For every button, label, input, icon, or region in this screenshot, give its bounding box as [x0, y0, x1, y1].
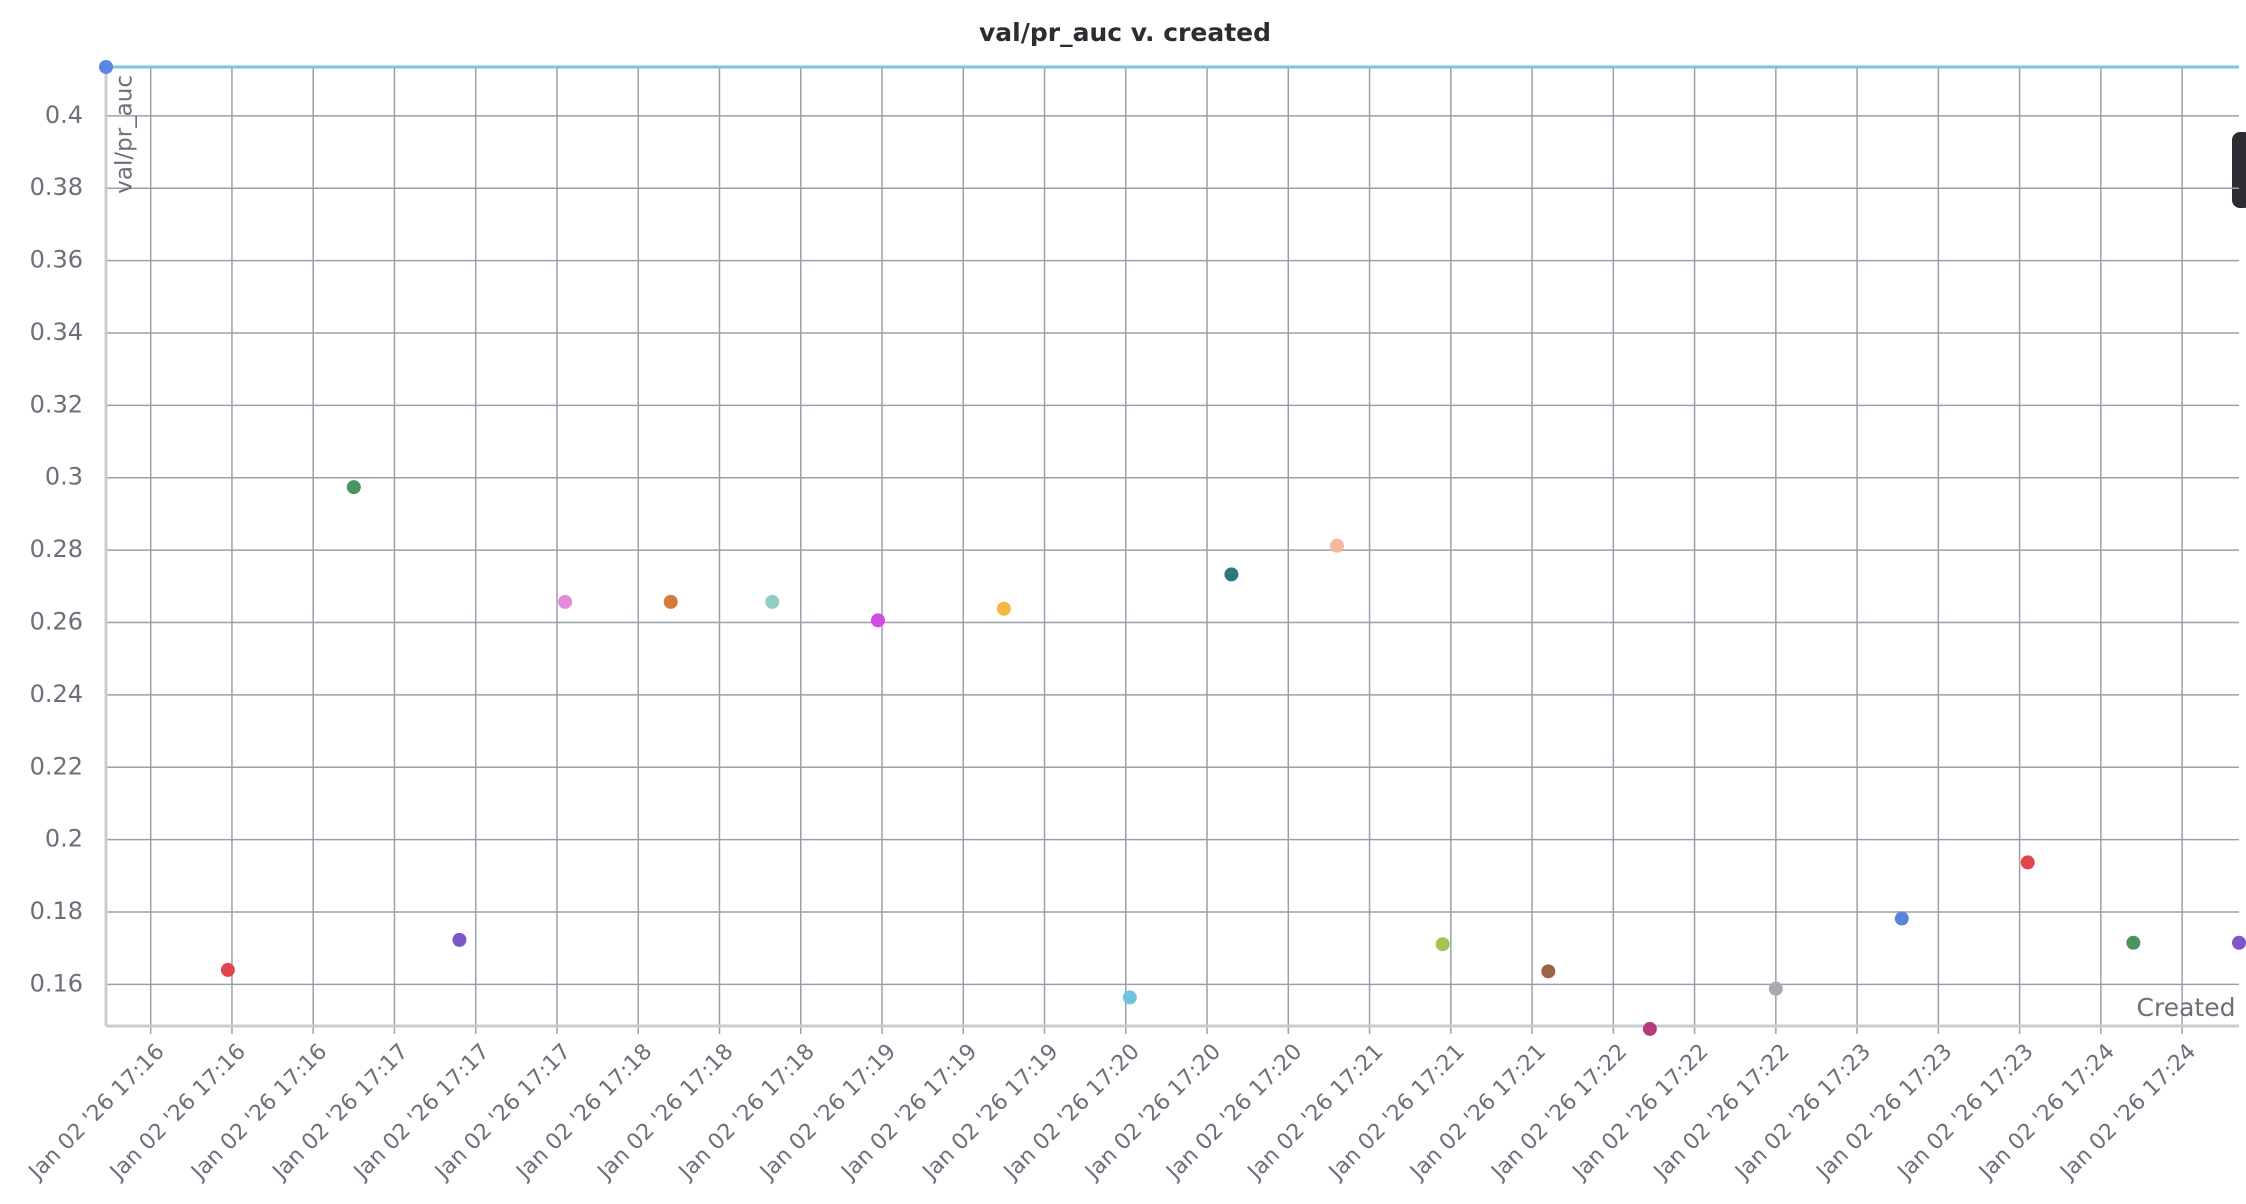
point [2232, 935, 2246, 950]
x-tick-label: Jan 02 '26 17:19 [754, 1039, 901, 1186]
y-tick-label: 0.36 [30, 246, 83, 274]
x-tick-label: Jan 02 '26 17:17 [429, 1039, 576, 1186]
x-tick-label: Jan 02 '26 17:16 [104, 1039, 251, 1186]
x-tick-label: Jan 02 '26 17:19 [836, 1039, 983, 1186]
point [1642, 1021, 1657, 1036]
y-tick-label: 0.28 [30, 535, 83, 563]
x-tick-label: Jan 02 '26 17:21 [1242, 1039, 1389, 1186]
grid [106, 67, 2239, 1026]
y-tick-label: 0.16 [30, 969, 83, 997]
y-tick-label: 0.18 [30, 897, 83, 925]
x-tick-label: Jan 02 '26 17:21 [1404, 1039, 1551, 1186]
point [1330, 538, 1345, 553]
point [1894, 911, 1909, 926]
x-tick-label: Jan 02 '26 17:22 [1648, 1039, 1795, 1186]
x-tick-label: Jan 02 '26 17:18 [592, 1039, 739, 1186]
x-tick-label: Jan 02 '26 17:23 [1729, 1039, 1876, 1186]
point [1122, 990, 1137, 1005]
y-tick-label: 0.22 [30, 752, 83, 780]
y-tick-label: 0.34 [30, 318, 83, 346]
x-tick-label: Jan 02 '26 17:24 [1973, 1039, 2120, 1186]
point [2020, 855, 2035, 870]
point [663, 594, 678, 609]
point [99, 60, 113, 74]
point [1435, 937, 1450, 952]
y-axis-title: val/pr_auc [112, 75, 138, 194]
x-tick-label: Jan 02 '26 17:18 [511, 1039, 658, 1186]
x-tick-label: Jan 02 '26 17:16 [23, 1039, 170, 1186]
x-tick-label: Jan 02 '26 17:20 [1161, 1039, 1308, 1186]
x-tick-label: Jan 02 '26 17:18 [673, 1039, 820, 1186]
chart-title: val/pr_auc v. created [979, 18, 1271, 47]
y-tick-label: 0.3 [45, 463, 83, 491]
x-tick-label: Jan 02 '26 17:20 [1079, 1039, 1226, 1186]
point [765, 594, 780, 609]
y-tick-label: 0.2 [45, 825, 83, 853]
x-tick-label: Jan 02 '26 17:21 [1323, 1039, 1470, 1186]
x-tick-label: Jan 02 '26 17:17 [348, 1039, 495, 1186]
point [346, 480, 361, 495]
x-tick-label: Jan 02 '26 17:24 [2054, 1039, 2201, 1186]
point [220, 962, 235, 977]
x-tick-label: Jan 02 '26 17:16 [186, 1039, 333, 1186]
x-tick-label: Jan 02 '26 17:23 [1892, 1039, 2039, 1186]
point [558, 594, 573, 609]
point [452, 932, 467, 947]
x-tick-label: Jan 02 '26 17:22 [1567, 1039, 1714, 1186]
y-tick-label: 0.38 [30, 173, 83, 201]
point [1768, 981, 1783, 996]
y-tick-label: 0.32 [30, 390, 83, 418]
x-tick-label: Jan 02 '26 17:22 [1486, 1039, 1633, 1186]
x-axis-title: Created [2137, 993, 2236, 1022]
y-tick-label: 0.4 [45, 101, 83, 129]
point [1541, 964, 1556, 979]
point [2126, 935, 2141, 950]
y-tick-label: 0.24 [30, 680, 83, 708]
x-tick-label: Jan 02 '26 17:23 [1811, 1039, 1958, 1186]
x-tick-label: Jan 02 '26 17:19 [917, 1039, 1064, 1186]
x-tick-label: Jan 02 '26 17:20 [998, 1039, 1145, 1186]
point [1224, 567, 1239, 582]
y-tick-label: 0.26 [30, 607, 83, 635]
x-tick-label: Jan 02 '26 17:17 [267, 1039, 414, 1186]
side-tab[interactable] [2232, 132, 2246, 208]
point [996, 601, 1011, 616]
point [870, 613, 885, 628]
